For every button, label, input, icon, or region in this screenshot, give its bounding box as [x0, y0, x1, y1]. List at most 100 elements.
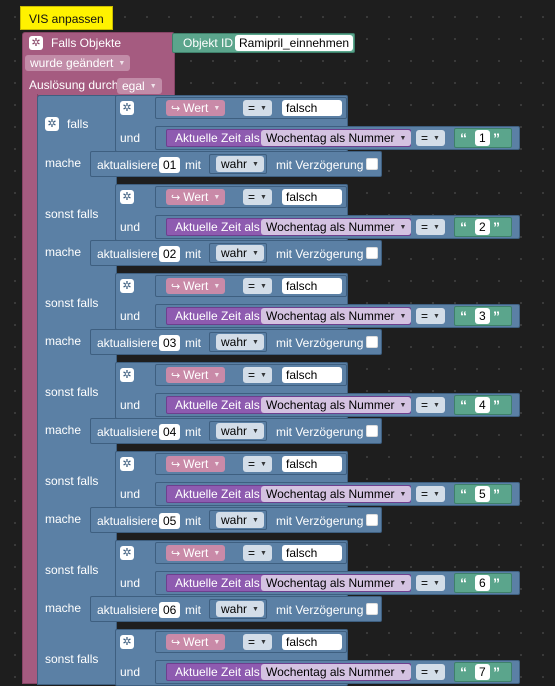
- weekday-dropdown[interactable]: Wochentag als Nummer ▼: [261, 664, 412, 680]
- operator-dropdown[interactable]: = ▼: [243, 278, 272, 294]
- weekday-dropdown[interactable]: Wochentag als Nummer ▼: [261, 397, 412, 413]
- quote-close-icon: ”: [493, 575, 500, 591]
- target-field[interactable]: 04: [159, 424, 181, 440]
- wert-value: Wert: [183, 546, 209, 560]
- ausloesung-dropdown[interactable]: egal ▼: [117, 78, 162, 94]
- weekday-dropdown[interactable]: Wochentag als Nummer ▼: [261, 575, 412, 591]
- bool-field[interactable]: falsch: [282, 100, 342, 116]
- value-dropdown[interactable]: wahr ▼: [216, 601, 264, 617]
- delay-checkbox[interactable]: [366, 514, 378, 526]
- day-field[interactable]: 6: [475, 575, 490, 591]
- operator-dropdown[interactable]: = ▼: [243, 545, 272, 561]
- wert-dropdown[interactable]: ↪ Wert ▼: [166, 100, 226, 116]
- and-label: und: [120, 665, 141, 679]
- day-field[interactable]: 5: [475, 486, 490, 502]
- value-dropdown[interactable]: wahr ▼: [216, 423, 264, 439]
- objekt-id-field[interactable]: Ramipril_einnehmen: [235, 35, 354, 51]
- weekday-dropdown[interactable]: Wochentag als Nummer ▼: [261, 486, 412, 502]
- operator-dropdown[interactable]: = ▼: [416, 130, 445, 146]
- day-field[interactable]: 3: [475, 308, 490, 324]
- day-field[interactable]: 4: [475, 397, 490, 413]
- operator-dropdown[interactable]: = ▼: [416, 308, 445, 324]
- value-dropdown[interactable]: wahr ▼: [216, 156, 264, 172]
- gear-icon[interactable]: ✲: [29, 36, 43, 50]
- condition-label: sonst falls: [45, 652, 99, 666]
- quote-close-icon: ”: [493, 486, 500, 502]
- event-dropdown[interactable]: wurde geändert ▼: [25, 55, 131, 71]
- weekday-dropdown[interactable]: Wochentag als Nummer ▼: [261, 308, 412, 324]
- target-field[interactable]: 06: [159, 602, 181, 618]
- wert-dropdown[interactable]: ↪ Wert ▼: [166, 189, 226, 205]
- gear-icon[interactable]: ✲: [120, 457, 134, 471]
- target-field[interactable]: 02: [159, 246, 181, 262]
- bool-field[interactable]: falsch: [282, 367, 342, 383]
- wert-dropdown[interactable]: ↪ Wert ▼: [166, 278, 226, 294]
- operator-dropdown[interactable]: = ▼: [416, 397, 445, 413]
- gear-icon[interactable]: ✲: [120, 546, 134, 560]
- delay-checkbox[interactable]: [366, 158, 378, 170]
- value-dropdown[interactable]: wahr ▼: [216, 512, 264, 528]
- operator-dropdown[interactable]: = ▼: [243, 634, 272, 650]
- delay-checkbox[interactable]: [366, 603, 378, 615]
- target-field[interactable]: 05: [159, 513, 181, 529]
- day-field[interactable]: 2: [475, 219, 490, 235]
- delay-checkbox[interactable]: [366, 425, 378, 437]
- quote-open-icon: “: [460, 664, 467, 680]
- bool-field[interactable]: falsch: [282, 456, 342, 472]
- operator-dropdown[interactable]: = ▼: [243, 456, 272, 472]
- gear-icon[interactable]: ✲: [45, 117, 59, 131]
- chevron-down-icon: ▼: [433, 490, 440, 498]
- quote-open-icon: “: [460, 308, 467, 324]
- update-label: aktualisiere: [97, 425, 158, 439]
- and-label: und: [120, 487, 141, 501]
- comment-block[interactable]: VIS anpassen: [20, 6, 113, 30]
- operator-dropdown[interactable]: = ▼: [243, 100, 272, 116]
- value-dropdown[interactable]: wahr ▼: [216, 245, 264, 261]
- weekday-dropdown[interactable]: Wochentag als Nummer ▼: [261, 130, 412, 146]
- target-field[interactable]: 01: [159, 157, 181, 173]
- day-field[interactable]: 1: [475, 130, 490, 146]
- chevron-down-icon: ▼: [433, 312, 440, 320]
- mache-label: mache: [45, 423, 82, 437]
- bool-field[interactable]: falsch: [282, 278, 342, 294]
- day-field[interactable]: 7: [475, 664, 490, 680]
- mache-label: mache: [45, 245, 82, 259]
- chevron-down-icon: ▼: [399, 579, 407, 587]
- gear-icon[interactable]: ✲: [120, 635, 134, 649]
- operator-dropdown[interactable]: = ▼: [416, 219, 445, 235]
- wert-value: Wert: [183, 457, 209, 471]
- chevron-down-icon: ▼: [149, 82, 157, 90]
- operator-dropdown[interactable]: = ▼: [243, 367, 272, 383]
- gear-icon[interactable]: ✲: [120, 279, 134, 293]
- time-label: Aktuelle Zeit als: [175, 220, 260, 234]
- delay-checkbox[interactable]: [366, 336, 378, 348]
- wert-dropdown[interactable]: ↪ Wert ▼: [166, 634, 226, 650]
- gear-icon[interactable]: ✲: [120, 101, 134, 115]
- gear-icon[interactable]: ✲: [120, 368, 134, 382]
- bool-field[interactable]: falsch: [282, 189, 342, 205]
- mit-label: mit: [185, 158, 201, 172]
- operator-dropdown-value: =: [421, 131, 429, 145]
- operator-dropdown[interactable]: = ▼: [416, 664, 445, 680]
- weekday-dropdown-value: Wochentag als Nummer: [266, 576, 395, 590]
- update-label: aktualisiere: [97, 158, 158, 172]
- mit-label: mit: [185, 247, 201, 261]
- update-label: aktualisiere: [97, 336, 158, 350]
- wert-dropdown[interactable]: ↪ Wert ▼: [166, 545, 226, 561]
- operator-dropdown[interactable]: = ▼: [243, 189, 272, 205]
- wert-dropdown[interactable]: ↪ Wert ▼: [166, 456, 226, 472]
- chevron-down-icon: ▼: [252, 605, 259, 613]
- arrow-icon: ↪: [171, 636, 181, 649]
- bool-field[interactable]: falsch: [282, 545, 342, 561]
- operator-dropdown-value: =: [248, 546, 256, 560]
- target-field[interactable]: 03: [159, 335, 181, 351]
- gear-icon[interactable]: ✲: [120, 190, 134, 204]
- delay-label: mit Verzögerung: [276, 425, 364, 439]
- value-dropdown[interactable]: wahr ▼: [216, 334, 264, 350]
- operator-dropdown[interactable]: = ▼: [416, 575, 445, 591]
- wert-dropdown[interactable]: ↪ Wert ▼: [166, 367, 226, 383]
- operator-dropdown[interactable]: = ▼: [416, 486, 445, 502]
- delay-checkbox[interactable]: [366, 247, 378, 259]
- bool-field[interactable]: falsch: [282, 634, 342, 650]
- weekday-dropdown[interactable]: Wochentag als Nummer ▼: [261, 219, 412, 235]
